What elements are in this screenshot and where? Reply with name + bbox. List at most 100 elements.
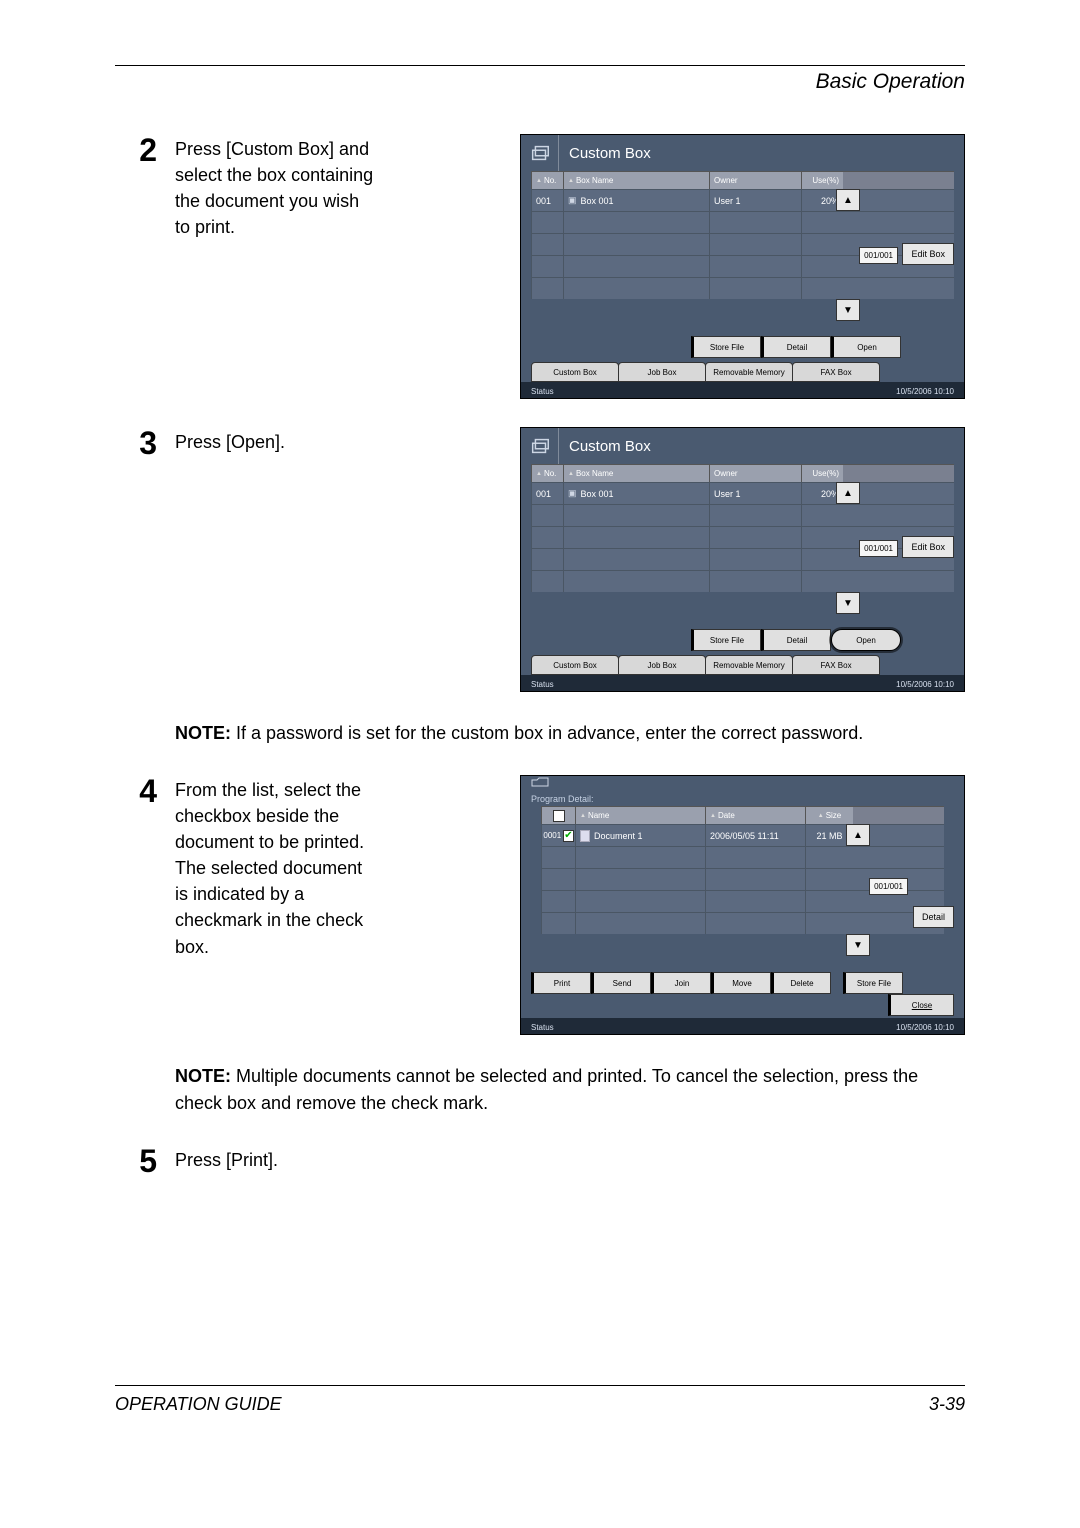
- col-name[interactable]: Box Name: [576, 176, 613, 185]
- page-footer: OPERATION GUIDE 3-39: [115, 1385, 965, 1415]
- note-2: NOTE: Multiple documents cannot be selec…: [175, 1063, 965, 1117]
- program-detail-label: Program Detail:: [521, 788, 964, 806]
- cell-name: Document 1: [594, 831, 643, 841]
- col-use[interactable]: Use(%): [812, 469, 839, 478]
- note-1: NOTE: If a password is set for the custo…: [175, 720, 965, 747]
- cell-owner: User 1: [709, 483, 801, 504]
- scroll-down-button[interactable]: ▼: [836, 299, 860, 321]
- note-prefix: NOTE:: [175, 723, 236, 743]
- table-header: ▲No. ▲Box Name Owner Use(%): [531, 464, 954, 482]
- cell-no: 001: [531, 483, 563, 504]
- action-row: Store File Detail Open: [691, 629, 901, 651]
- col-name[interactable]: Name: [588, 811, 609, 820]
- page-header: Basic Operation: [115, 70, 965, 94]
- footer-left: OPERATION GUIDE: [115, 1394, 282, 1415]
- screenshot-custom-box-2: Custom Box ▲No. ▲Box Name Owner Use(%) 0…: [520, 427, 965, 692]
- store-file-button[interactable]: Store File: [843, 972, 903, 994]
- screen-title-row: Custom Box: [521, 135, 964, 171]
- status-datetime: 10/5/2006 10:10: [896, 1023, 954, 1032]
- scroll-buttons: ▲ ▼: [836, 482, 860, 614]
- step-number: 5: [115, 1145, 175, 1177]
- cell-name: Box 001: [581, 489, 614, 499]
- note-body: Multiple documents cannot be selected an…: [175, 1066, 918, 1113]
- cell-owner: User 1: [709, 190, 801, 211]
- edit-box-button[interactable]: Edit Box: [902, 243, 954, 265]
- store-file-button[interactable]: Store File: [691, 336, 761, 358]
- select-all-checkbox[interactable]: [553, 810, 565, 822]
- step-number: 2: [115, 134, 175, 166]
- row-checkbox[interactable]: ✔: [563, 830, 573, 842]
- print-button[interactable]: Print: [531, 972, 591, 994]
- step-text: Press [Print].: [175, 1145, 965, 1173]
- col-size[interactable]: Size: [826, 811, 842, 820]
- step-text: Press [Custom Box] and select the box co…: [175, 134, 375, 240]
- close-button[interactable]: Close: [888, 994, 954, 1016]
- document-icon: [580, 830, 590, 842]
- store-file-button[interactable]: Store File: [691, 629, 761, 651]
- page-counter: 001/001: [859, 540, 898, 557]
- scroll-down-button[interactable]: ▼: [836, 592, 860, 614]
- tab-custom-box[interactable]: Custom Box: [531, 362, 619, 382]
- col-name[interactable]: Box Name: [576, 469, 613, 478]
- scroll-up-button[interactable]: ▲: [836, 482, 860, 504]
- move-button[interactable]: Move: [711, 972, 771, 994]
- folder-icon: [531, 777, 549, 787]
- status-label[interactable]: Status: [531, 1023, 554, 1032]
- page-counter: 001/001: [869, 878, 908, 895]
- open-button[interactable]: Open: [831, 629, 901, 651]
- col-date[interactable]: Date: [718, 811, 735, 820]
- scroll-down-button[interactable]: ▼: [846, 934, 870, 956]
- step-text: Press [Open].: [175, 427, 375, 455]
- table-row: [541, 846, 944, 868]
- table-row: [541, 912, 944, 934]
- join-button[interactable]: Join: [651, 972, 711, 994]
- tab-job-box[interactable]: Job Box: [618, 655, 706, 675]
- step-number: 3: [115, 427, 175, 459]
- cell-no: 0001: [543, 831, 561, 840]
- step-4: 4 From the list, select the checkbox bes…: [115, 775, 965, 1035]
- edit-box-button[interactable]: Edit Box: [902, 536, 954, 558]
- detail-button[interactable]: Detail: [761, 336, 831, 358]
- status-label[interactable]: Status: [531, 387, 554, 396]
- cell-date: 2006/05/05 11:11: [705, 825, 805, 846]
- scroll-up-button[interactable]: ▲: [836, 189, 860, 211]
- send-button[interactable]: Send: [591, 972, 651, 994]
- tab-job-box[interactable]: Job Box: [618, 362, 706, 382]
- scroll-buttons: ▲ ▼: [846, 824, 870, 956]
- cell-no: 001: [531, 190, 563, 211]
- page-counter: 001/001: [859, 247, 898, 264]
- action-row: Store File Detail Open: [691, 336, 901, 358]
- table-row[interactable]: 0001 ✔ Document 1 2006/05/05 11:11 21 MB: [541, 824, 944, 846]
- footer-right: 3-39: [929, 1394, 965, 1415]
- table-row[interactable]: 001 ▣Box 001 User 1 20%: [531, 482, 954, 504]
- detail-button[interactable]: Detail: [913, 906, 954, 928]
- table-row: [531, 570, 954, 592]
- tab-removable-memory[interactable]: Removable Memory: [705, 362, 793, 382]
- step-5: 5 Press [Print].: [115, 1145, 965, 1177]
- tab-custom-box[interactable]: Custom Box: [531, 655, 619, 675]
- tab-fax-box[interactable]: FAX Box: [792, 655, 880, 675]
- table-row: [531, 277, 954, 299]
- status-label[interactable]: Status: [531, 680, 554, 689]
- step-2: 2 Press [Custom Box] and select the box …: [115, 134, 965, 399]
- col-owner[interactable]: Owner: [714, 469, 738, 478]
- tab-row: Custom Box Job Box Removable Memory FAX …: [531, 655, 879, 675]
- tab-row: Custom Box Job Box Removable Memory FAX …: [531, 362, 879, 382]
- table-row[interactable]: 001 ▣Box 001 User 1 20%: [531, 189, 954, 211]
- col-owner[interactable]: Owner: [714, 176, 738, 185]
- col-no[interactable]: No.: [544, 176, 556, 185]
- screen-title-row: Custom Box: [521, 428, 964, 464]
- open-button[interactable]: Open: [831, 336, 901, 358]
- close-row: Close: [888, 994, 954, 1016]
- col-no[interactable]: No.: [544, 469, 556, 478]
- detail-button[interactable]: Detail: [761, 629, 831, 651]
- tab-removable-memory[interactable]: Removable Memory: [705, 655, 793, 675]
- screen-title: Custom Box: [559, 145, 651, 162]
- tab-fax-box[interactable]: FAX Box: [792, 362, 880, 382]
- cell-name: Box 001: [581, 196, 614, 206]
- col-use[interactable]: Use(%): [812, 176, 839, 185]
- delete-button[interactable]: Delete: [771, 972, 831, 994]
- page: Basic Operation 2 Press [Custom Box] and…: [115, 65, 965, 1415]
- scroll-up-button[interactable]: ▲: [846, 824, 870, 846]
- screen-title: Custom Box: [559, 438, 651, 455]
